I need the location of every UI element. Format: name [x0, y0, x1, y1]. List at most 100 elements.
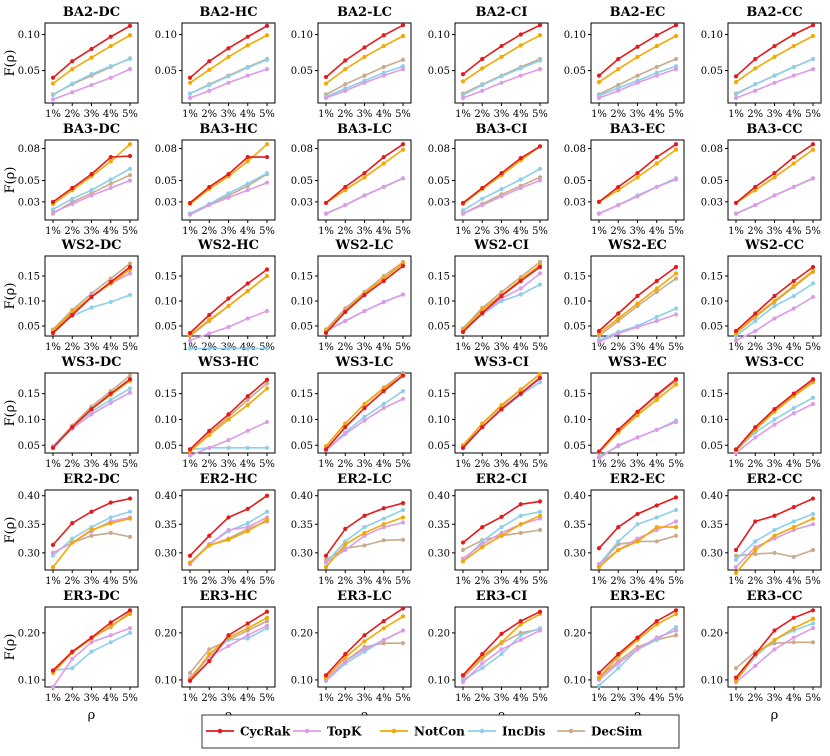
x-tick-label: 4% [786, 459, 802, 470]
data-point-incdis [753, 539, 758, 544]
x-tick-label: 3% [767, 459, 783, 470]
data-point-cycrak [654, 392, 659, 397]
data-point-cycrak [70, 312, 75, 318]
data-point-notcon [810, 380, 816, 385]
data-point-topk [89, 193, 94, 198]
data-point-cycrak [323, 200, 329, 206]
data-point-topk [596, 339, 602, 345]
x-tick-label: 3% [630, 693, 646, 704]
data-point-incdis [226, 346, 231, 351]
data-point-decsim [207, 647, 212, 652]
data-point-notcon [673, 33, 679, 39]
x-tick-label: 2% [201, 226, 217, 237]
data-point-notcon [772, 298, 777, 304]
data-point-cycrak [245, 34, 250, 39]
data-point-topk [499, 194, 504, 199]
panel-title: WS3-EC [607, 355, 667, 370]
y-tick-label: 0.30 [291, 548, 313, 559]
data-point-incdis [499, 525, 504, 530]
panel-er3-ci: ER3-CI0.100.201%2%3%4%5%ρ [428, 589, 549, 723]
data-point-notcon [50, 81, 56, 86]
x-tick-label: 5% [395, 576, 411, 587]
panel-title: ER3-DC [63, 589, 120, 604]
data-point-topk [89, 82, 94, 88]
data-point-cycrak [323, 553, 329, 558]
data-point-topk [635, 647, 640, 652]
data-point-topk [226, 527, 231, 533]
data-point-incdis [753, 318, 758, 324]
data-point-topk [187, 338, 193, 343]
x-tick-label: 1% [455, 342, 471, 353]
data-point-notcon [362, 639, 367, 644]
panel-ws2-dc: WS2-DC 0.05 0.10 0.15 1% 2% 3% 4% 5% F(ρ) [3, 238, 139, 353]
data-point-decsim [673, 533, 679, 538]
x-tick-label: 1% [591, 693, 607, 704]
y-tick-label: 0.35 [291, 520, 313, 531]
data-point-topk [264, 419, 270, 425]
data-point-cycrak [187, 75, 193, 80]
data-point-topk [772, 193, 777, 198]
x-tick-label: 2% [64, 459, 80, 470]
panel-title: BA2-DC [63, 5, 120, 20]
data-point-incdis [264, 57, 270, 62]
panel-title: WS3-HC [197, 355, 259, 370]
data-point-cycrak [733, 328, 739, 334]
panel-title: BA3-HC [199, 122, 257, 137]
data-point-cycrak [50, 542, 56, 547]
data-point-topk [596, 456, 602, 461]
y-tick-label: 0.08 [428, 144, 450, 155]
data-point-topk [673, 628, 679, 633]
data-point-notcon [537, 371, 543, 377]
data-point-cycrak [673, 142, 679, 147]
x-tick-label: 1% [728, 342, 744, 353]
panel-frame [727, 139, 822, 221]
x-tick-label: 2% [201, 693, 217, 704]
x-tick-label: 2% [747, 459, 763, 470]
data-point-topk [323, 95, 329, 101]
x-tick-label: 4% [376, 459, 392, 470]
data-point-notcon [400, 33, 406, 39]
data-point-cycrak [362, 45, 367, 50]
data-point-incdis [108, 299, 113, 305]
data-point-cycrak [187, 678, 193, 683]
data-point-topk [616, 443, 621, 448]
data-point-notcon [226, 537, 231, 542]
data-point-cycrak [810, 23, 816, 28]
data-point-decsim [654, 539, 659, 544]
data-point-notcon [772, 533, 777, 538]
y-tick-label: 0.05 [428, 322, 450, 333]
data-point-topk [381, 299, 386, 305]
series-line-incdis [325, 629, 404, 682]
data-point-notcon [654, 622, 659, 627]
x-tick-label: 5% [122, 459, 138, 470]
data-point-notcon [207, 432, 212, 438]
data-point-notcon [245, 43, 250, 48]
x-tick-label: 5% [395, 109, 411, 120]
panel-title: WS2-CC [744, 238, 804, 253]
y-tick-label: 0.20 [701, 628, 723, 639]
data-point-notcon [108, 159, 113, 164]
panel-title: ER3-CC [747, 589, 803, 604]
data-point-incdis [245, 445, 250, 450]
x-tick-label: 1% [318, 342, 334, 353]
x-tick-label: 5% [122, 342, 138, 353]
data-point-notcon [791, 283, 796, 289]
data-point-topk [616, 661, 621, 666]
series-line-cycrak [462, 377, 541, 449]
data-point-cycrak [70, 59, 75, 64]
y-tick-label: 0.10 [155, 297, 177, 308]
x-tick-label: 3% [84, 342, 100, 353]
data-point-topk [323, 211, 329, 216]
data-point-notcon [635, 539, 640, 544]
y-tick-label: 0.15 [428, 272, 450, 283]
data-point-cycrak [499, 407, 504, 412]
x-tick-label: 5% [805, 109, 821, 120]
y-axis-label: F(ρ) [3, 517, 18, 544]
y-tick-label: 0.10 [155, 30, 177, 41]
data-point-cycrak [596, 328, 602, 334]
data-point-notcon [753, 188, 758, 193]
data-point-cycrak [810, 496, 816, 501]
data-point-cycrak [207, 184, 212, 190]
y-tick-label: 0.20 [564, 628, 586, 639]
data-point-decsim [733, 553, 739, 558]
